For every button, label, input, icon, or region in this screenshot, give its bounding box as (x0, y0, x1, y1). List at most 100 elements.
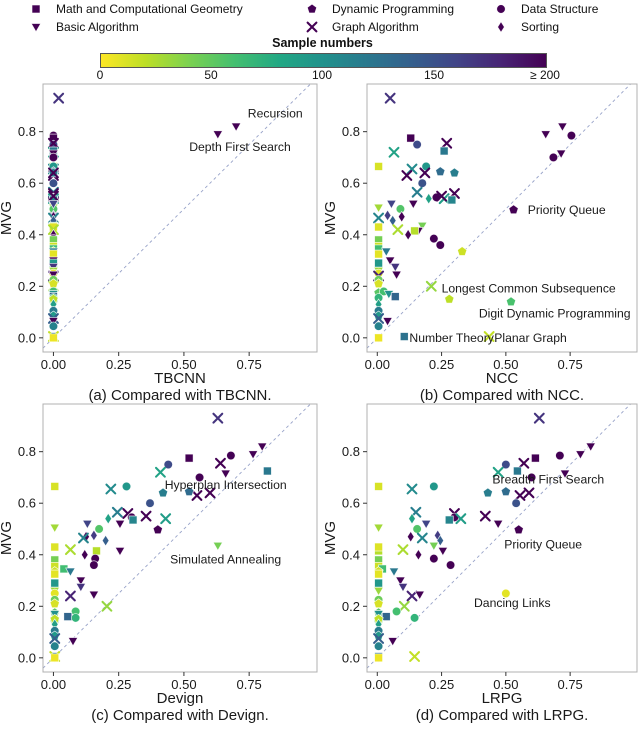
x-tick-label: 0.75 (236, 677, 261, 692)
x-axis-label-ncc: NCC (486, 370, 519, 387)
marker-x (441, 137, 453, 149)
data-points (373, 412, 597, 664)
marker-circle (412, 524, 422, 534)
marker-triangle-down (391, 270, 402, 281)
marker-x (47, 137, 59, 149)
marker-x (483, 331, 495, 342)
x-tick-label: 0.00 (365, 357, 390, 372)
marker-x (523, 487, 535, 499)
x-tick-label: 0.75 (236, 357, 261, 372)
marker-triangle-down (373, 586, 384, 597)
marker-square (374, 222, 383, 232)
plot-content-lrpg: 0.00 0.25 0.50 0.75 0.0 0.2 0.4 0.6 0.8 Breadth F… (342, 403, 638, 692)
annotation-text: Depth First Search (189, 140, 291, 154)
colorbar-tick: 0 (96, 68, 104, 82)
marker-circle (417, 178, 427, 188)
x-tick-label: 0.75 (557, 677, 582, 692)
marker-triangle-down (88, 590, 100, 601)
x-tick-label: 0.00 (41, 357, 66, 372)
panel-caption-a: (a) Compared with TBCNN. (88, 387, 271, 404)
marker-circle (373, 321, 384, 331)
marker-x (77, 532, 89, 544)
marker-diamond (104, 512, 113, 525)
marker-square (447, 195, 457, 205)
marker-triangle-down (389, 263, 401, 273)
marker-x (392, 224, 404, 236)
marker-pentagon (444, 293, 455, 304)
marker-triangle-down (416, 221, 428, 232)
marker-x (306, 21, 318, 33)
marker-pentagon (500, 486, 511, 496)
marker-x (398, 600, 410, 612)
marker-circle (435, 240, 445, 250)
marker-triangle-down (114, 519, 126, 530)
y-tick-label: 0.0 (18, 330, 36, 345)
marker-x (397, 544, 409, 556)
marker-x (514, 490, 526, 501)
marker-pentagon (508, 204, 519, 215)
marker-pentagon (435, 166, 446, 176)
marker-triangle-down (414, 590, 426, 601)
marker-triangle-down (230, 122, 242, 132)
y-tick-label: 0.4 (18, 227, 36, 242)
axes-box (42, 83, 318, 353)
legend-item-sorting: Sorting (492, 20, 559, 34)
marker-circle (496, 4, 506, 14)
marker-circle (194, 472, 205, 483)
marker-x (212, 412, 224, 424)
plot-content-devign: 0.00 0.25 0.50 0.75 0.0 0.2 0.4 0.6 0.8 Hyperplan… (18, 403, 318, 692)
marker-circle (50, 641, 60, 651)
marker-circle (395, 204, 406, 214)
marker-pentagon (505, 296, 517, 307)
legend-item-basic-algorithm: Basic Algorithm (27, 20, 139, 34)
marker-square (399, 332, 409, 341)
marker-circle (409, 613, 420, 623)
legend-item-math-geometry: Math and Computational Geometry (27, 2, 243, 16)
annotation-text: Priority Queue (504, 538, 582, 552)
marker-square (50, 542, 60, 552)
marker-circle (48, 178, 59, 188)
scatter-panel-devign: 0.00 0.25 0.50 0.75 0.0 0.2 0.4 0.6 0.8 Hyperplan… (0, 403, 318, 724)
colorbar-gradient (100, 53, 547, 68)
marker-triangle-down (256, 442, 268, 452)
marker-square (263, 466, 272, 476)
marker-diamond (408, 512, 416, 525)
marker-square (406, 133, 416, 143)
annotations: Priority Queue Longest Common Subsequence… (409, 203, 630, 345)
marker-circle (566, 130, 577, 141)
marker-circle (429, 233, 439, 244)
marker-pentagon (184, 486, 195, 496)
marker-triangle-down (397, 583, 409, 593)
scatter-panel-lrpg: 0.00 0.25 0.50 0.75 0.0 0.2 0.4 0.6 0.8 Breadth F… (322, 403, 638, 724)
marker-circle (163, 459, 173, 470)
marker-triangle-down (585, 442, 597, 452)
marker-triangle-down (30, 23, 42, 33)
y-tick-label: 0.4 (342, 227, 360, 242)
marker-circle (145, 498, 155, 508)
marker-x (49, 633, 61, 644)
y-tick-label: 0.4 (342, 547, 360, 562)
marker-triangle-down (382, 317, 393, 327)
y-tick-label: 0.8 (18, 444, 36, 459)
y-axis-label: MVG (0, 201, 15, 235)
marker-circle (373, 641, 384, 651)
marker-circle (511, 498, 521, 508)
x-marker-icon (306, 21, 318, 33)
marker-triangle-down (75, 576, 87, 586)
marker-square (184, 453, 194, 463)
marker-triangle-down (75, 583, 87, 593)
marker-diamond (397, 210, 406, 223)
y-tick-label: 0.8 (342, 124, 360, 139)
marker-circle (94, 524, 104, 534)
x-tick-label: 0.75 (557, 357, 582, 372)
marker-circle (526, 472, 537, 483)
marker-square (513, 466, 522, 476)
marker-square (374, 333, 383, 343)
scatter-panel-ncc: 0.00 0.25 0.50 0.75 0.0 0.2 0.4 0.6 0.8 Priority … (322, 83, 638, 404)
colorbar-title: Sample numbers (272, 36, 373, 50)
marker-triangle-down (220, 469, 231, 479)
x-ticks: 0.00 0.25 0.50 0.75 (365, 672, 583, 692)
x-axis-label-lrpg: LRPG (482, 690, 523, 707)
identity-line (366, 83, 631, 349)
marker-square (444, 515, 454, 525)
